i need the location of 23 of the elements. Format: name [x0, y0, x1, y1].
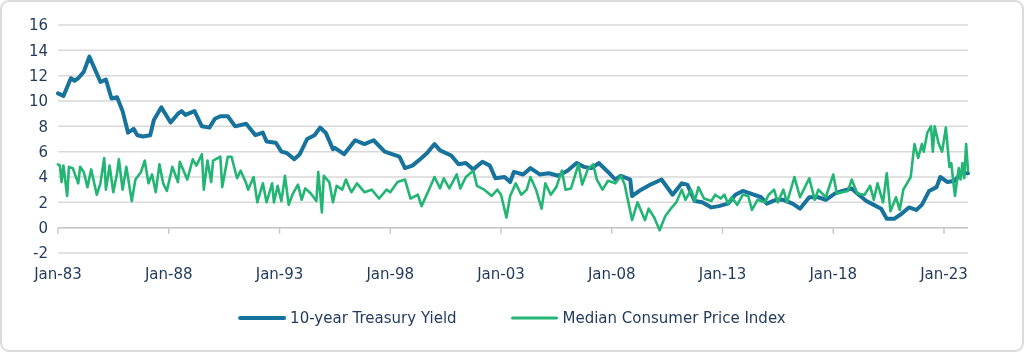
x-tick-label: Jan-98 [365, 265, 415, 283]
y-tick-label: 6 [38, 142, 48, 161]
x-tick-label: Jan-18 [808, 265, 858, 283]
y-tick-label: -2 [33, 244, 48, 263]
y-tick-label: 2 [38, 193, 48, 212]
y-tick-label: 0 [38, 218, 48, 237]
x-tick-label: Jan-23 [919, 265, 968, 283]
legend-label: Median Consumer Price Index [562, 309, 786, 328]
y-tick-label: 4 [38, 168, 48, 187]
x-tick-label: Jan-88 [143, 265, 193, 283]
y-tick-label: 16 [28, 16, 48, 35]
y-tick-label: 8 [38, 117, 48, 136]
y-tick-label: 12 [28, 66, 48, 85]
x-tick-label: Jan-03 [476, 265, 525, 283]
x-tick-label: Jan-08 [586, 265, 636, 283]
x-tick-label: Jan-13 [697, 265, 747, 283]
line-series [56, 125, 970, 232]
x-tick-label: Jan-83 [33, 265, 82, 283]
y-tick-label: 10 [28, 92, 48, 111]
line-series [56, 54, 970, 221]
x-tick-label: Jan-93 [254, 265, 304, 283]
legend-label: 10-year Treasury Yield [290, 309, 457, 328]
y-tick-label: 14 [28, 41, 48, 60]
